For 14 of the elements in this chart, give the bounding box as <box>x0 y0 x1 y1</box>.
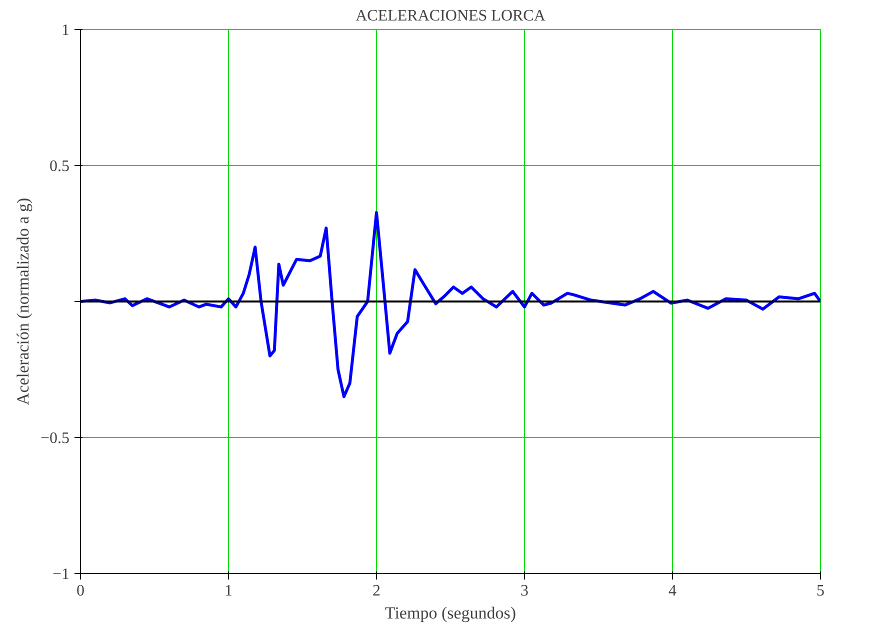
y-tick-label: −0.5 <box>40 430 70 447</box>
x-tick-label: 0 <box>76 582 84 600</box>
y-tick-label: 1 <box>62 22 70 39</box>
y-tick-label: −1 <box>52 566 70 583</box>
y-axis-title: Aceleración (normalizado a g) <box>13 198 32 406</box>
x-axis-title: Tiempo (segundos) <box>384 604 516 622</box>
x-tick-label: 5 <box>816 582 824 600</box>
line-series <box>80 211 820 398</box>
y-tick-label: 0.5 <box>50 158 70 175</box>
chart-title: ACELERACIONES LORCA <box>356 8 546 24</box>
x-tick-label: 1 <box>224 582 232 600</box>
x-tick-label: 3 <box>520 582 528 600</box>
x-tick-label: 4 <box>668 582 676 600</box>
x-tick-label: 2 <box>372 582 380 600</box>
